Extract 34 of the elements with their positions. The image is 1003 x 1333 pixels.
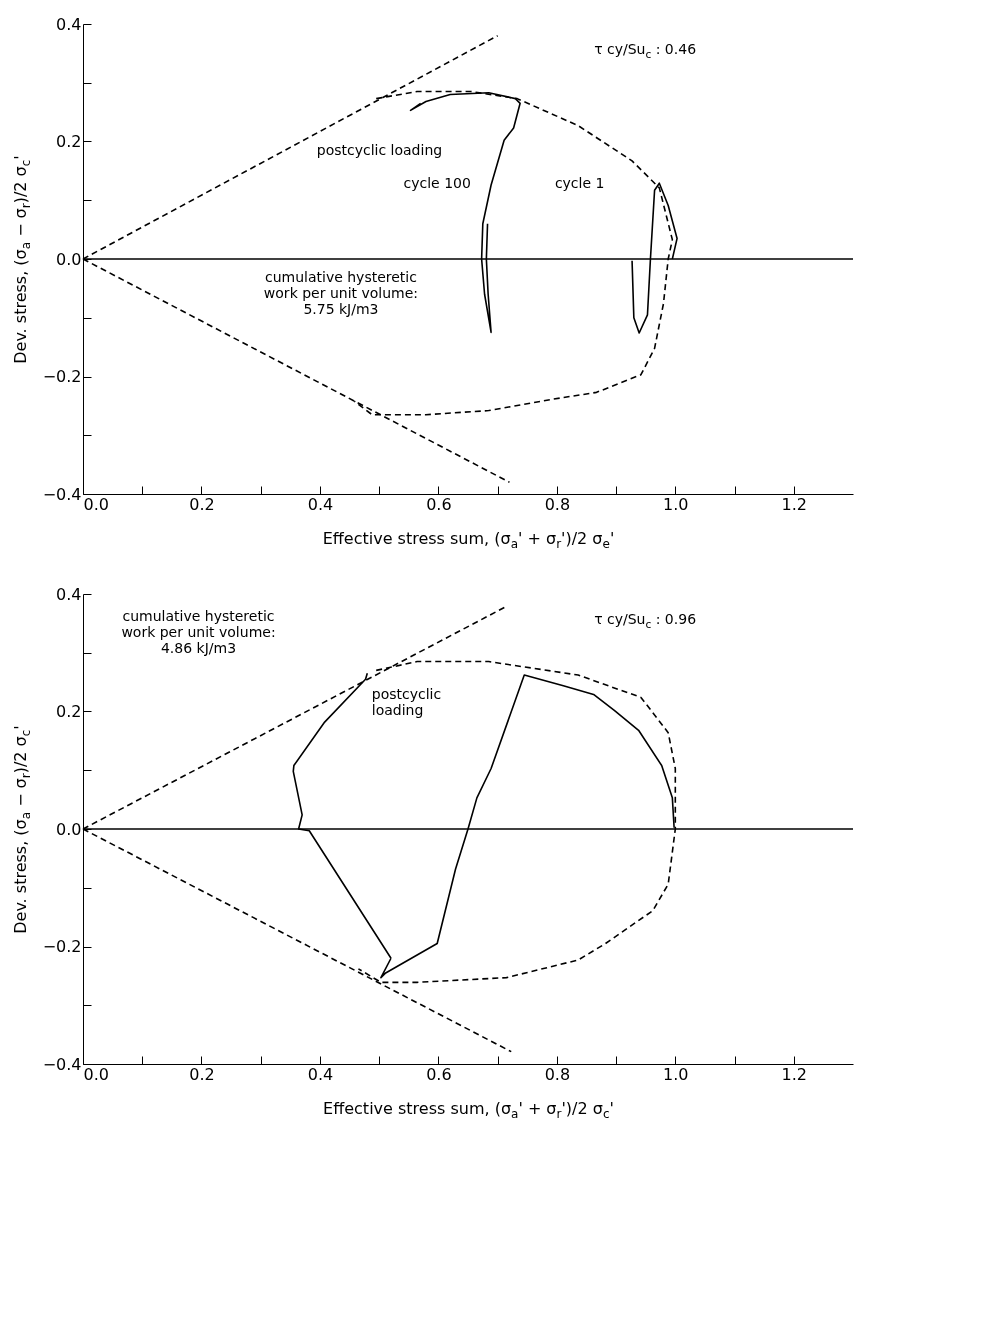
y-tick-label: −0.4 [42,1054,82,1074]
y-tick-label: 0.4 [56,14,82,34]
x-tick-label: 1.0 [663,1064,689,1084]
x-tick-label: 0.2 [189,494,215,514]
x-tick-label: 0.8 [544,494,571,514]
y-tick-label: 0.4 [56,584,82,604]
x-tick-label: 0.4 [307,494,334,514]
y-tick-label: −0.2 [42,937,82,956]
annotation: cycle 100 [403,174,471,191]
annotation: τ cy/Su$_{c}$ : 0.46 [594,40,697,60]
y-tick-label: 0.0 [56,819,82,839]
x-tick-label: 0.6 [426,1064,452,1084]
y-tick-label: −0.4 [42,484,82,504]
annotation: postcyclic loading [371,686,442,718]
x-tick-label: 0.8 [544,1064,571,1084]
annotation: τ cy/Su$_{c}$ : 0.96 [594,610,697,630]
x-tick-label: 1.2 [781,1064,807,1084]
y-tick-label: 0.2 [56,702,82,721]
x-tick-label: 0.2 [189,1064,215,1084]
annotation: cycle 1 [554,174,605,191]
x-axis-title: Effective stress sum, (σ$_{a}$' + σ$_{r}$')/2 σ$_{e}$' [322,528,615,551]
x-tick-label: 0.6 [426,494,452,514]
annotation: postcyclic loading [316,141,443,158]
y-tick-label: −0.2 [42,367,82,386]
annotation: cumulative hysteretic work per unit volume: 5.75 kJ/m3 [263,268,419,317]
x-tick-label: 0.0 [83,494,109,514]
x-axis-title: Effective stress sum, (σ$_{a}$' + σ$_{r}$')/2 σ$_{c}$' [323,1098,614,1121]
x-tick-label: 0.0 [83,1064,109,1084]
annotation: cumulative hysteretic work per unit volume: 4.86 kJ/m3 [121,608,276,657]
x-tick-label: 1.2 [781,494,807,514]
x-tick-label: 1.0 [663,494,689,514]
x-tick-label: 0.4 [307,1064,334,1084]
y-tick-label: 0.2 [56,132,82,151]
y-tick-label: 0.0 [56,249,82,269]
